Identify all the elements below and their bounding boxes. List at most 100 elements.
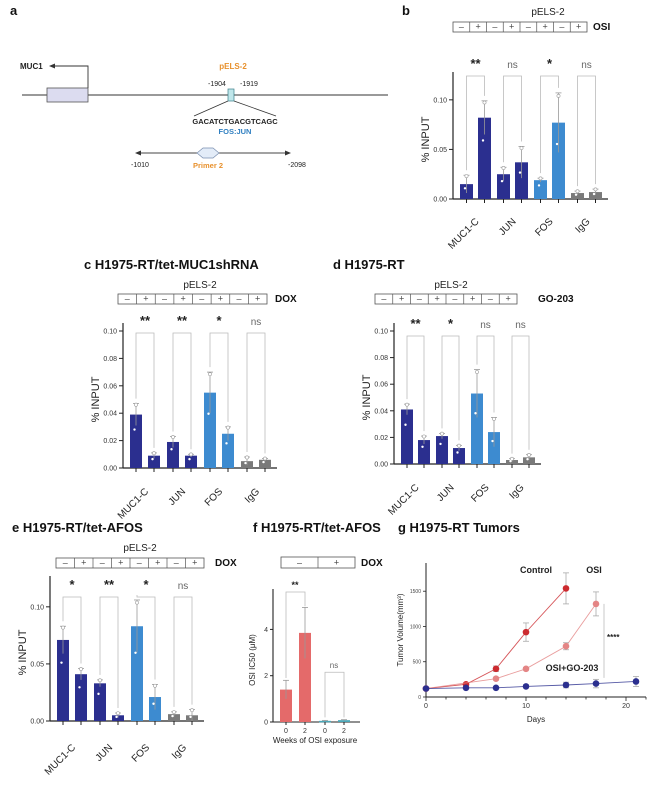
panel-c-bar bbox=[259, 459, 271, 468]
panel-c-y-tick-label: 0.00 bbox=[103, 466, 117, 473]
panel-f-sig-label: ** bbox=[291, 580, 299, 590]
panel-e-data-point bbox=[190, 708, 194, 713]
panel-e-category-label: JUN bbox=[94, 742, 116, 764]
panel-e-sig-bracket bbox=[136, 594, 156, 680]
panel-c-bar bbox=[167, 441, 179, 468]
zoom-line-right bbox=[233, 100, 277, 117]
panel-f-sig-bracket bbox=[285, 591, 306, 679]
panel-d-sig-bracket bbox=[511, 335, 530, 454]
panel-b-category-label: IgG bbox=[573, 216, 592, 235]
panel-b-data-point bbox=[593, 187, 598, 192]
panel-e-treatment-state: – bbox=[100, 558, 105, 568]
panel-b-data-point bbox=[501, 166, 506, 170]
panel-d-data-point bbox=[475, 370, 479, 374]
panel-c-treatment-state: – bbox=[125, 294, 130, 304]
panel-c-data-point bbox=[189, 452, 193, 457]
panel-f-bar bbox=[319, 720, 331, 723]
panel-e-sig-label: ** bbox=[104, 577, 115, 592]
panel-e-category-label: IgG bbox=[170, 742, 189, 761]
primer-arrow-right-icon bbox=[285, 150, 291, 156]
panel-d-data-point bbox=[456, 451, 459, 454]
panel-d-category-label: FOS bbox=[469, 482, 492, 505]
panel-d-bar bbox=[436, 436, 448, 464]
panel-b-data-point bbox=[555, 142, 559, 146]
panel-g-data-point bbox=[562, 642, 570, 650]
panel-f-y-tick-label: 2 bbox=[264, 673, 268, 680]
panel-b-y-tick-label: 0.10 bbox=[433, 97, 447, 104]
panel-g-data-point bbox=[492, 675, 500, 682]
panel-g-x-tick-label: 20 bbox=[622, 703, 630, 710]
panel-d-sig-bracket bbox=[441, 335, 460, 441]
panel-e-bar bbox=[168, 714, 180, 721]
panel-e-sig-bracket bbox=[173, 596, 193, 707]
motif-sequence: GACATCTGACGTCAGC bbox=[192, 117, 278, 126]
panel-b-letter: b bbox=[402, 3, 410, 18]
panel-b-bar bbox=[589, 192, 602, 199]
panel-e-treatment-label: DOX bbox=[215, 558, 237, 569]
panel-b-data-point bbox=[518, 171, 522, 174]
panel-e-sig-bracket bbox=[99, 596, 119, 709]
panel-g-data-point bbox=[462, 684, 470, 692]
panel-c-data-point bbox=[188, 457, 191, 461]
panel-f-chart: f H1975-RT/tet-AFOS – + DOX 0 2 4 OSI IC50 (μM)… bbox=[248, 520, 383, 745]
panel-e-data-point bbox=[115, 715, 118, 719]
panel-g-data-point bbox=[592, 600, 600, 608]
panel-g-series-line bbox=[425, 603, 597, 689]
panel-c-bar bbox=[148, 455, 160, 468]
panel-e-title: e H1975-RT/tet-AFOS bbox=[12, 520, 143, 535]
panel-g-y-label: Tumor Volume(mm³) bbox=[396, 593, 405, 666]
panel-b-bar bbox=[552, 122, 565, 199]
panel-d-category-label: JUN bbox=[435, 482, 457, 504]
panel-d-y-tick-label: 0.00 bbox=[374, 462, 388, 469]
panel-d-y-tick-label: 0.10 bbox=[374, 329, 388, 336]
panel-d-sig-bracket bbox=[406, 335, 425, 432]
panel-b-bar bbox=[478, 117, 491, 199]
panel-d-treatment-state: + bbox=[434, 294, 439, 304]
panel-d-title: d H1975-RT bbox=[333, 257, 405, 272]
panel-g-data-point bbox=[492, 684, 500, 692]
panel-c-data-point bbox=[244, 461, 247, 465]
panel-e-data-point bbox=[79, 667, 83, 671]
panel-d-y-label: % INPUT bbox=[361, 374, 373, 420]
panel-d-data-point bbox=[422, 434, 426, 439]
panel-b-y-tick-label: 0.05 bbox=[433, 147, 447, 154]
panel-f-bar bbox=[338, 720, 350, 722]
panel-g-legend-osi-go203: OSI+GO-203 bbox=[546, 663, 599, 673]
panel-d-bar bbox=[418, 440, 430, 464]
panel-b-data-point bbox=[574, 193, 578, 196]
panel-b-category-label: FOS bbox=[533, 216, 556, 239]
panel-e-treatment-state: + bbox=[81, 558, 86, 568]
panel-c-treatment-state: – bbox=[199, 294, 204, 304]
panel-d-treatment-state: – bbox=[452, 294, 457, 304]
panel-d-data-point bbox=[440, 431, 444, 436]
panel-g-data-point bbox=[522, 665, 530, 673]
panel-c-sig-bracket bbox=[172, 332, 192, 450]
panel-c-treatment-state: + bbox=[181, 294, 186, 304]
panel-g-legend-control: Control bbox=[520, 565, 552, 575]
panel-g-data-point bbox=[522, 683, 530, 690]
panel-d-sig-label: ns bbox=[480, 320, 491, 331]
panel-e-data-point bbox=[152, 702, 155, 705]
panel-d-bar bbox=[471, 393, 483, 464]
panel-f-sig-label: ns bbox=[330, 661, 338, 670]
panel-b-treatment-label: OSI bbox=[593, 22, 610, 33]
panel-c-bar bbox=[185, 455, 197, 468]
panel-g-data-point bbox=[562, 585, 570, 592]
panel-e-y-tick-label: 0.10 bbox=[30, 604, 44, 611]
panel-b-data-point bbox=[463, 187, 467, 190]
panel-f-x-tick-label: 0 bbox=[323, 728, 327, 735]
panel-g-y-tick-label: 1500 bbox=[410, 589, 421, 595]
panel-e-treatment-state: – bbox=[63, 558, 68, 568]
panel-b-sig-label: ns bbox=[581, 60, 592, 71]
panel-e-data-point bbox=[78, 686, 81, 689]
panel-c-data-point bbox=[208, 372, 212, 377]
panel-e-bar bbox=[75, 674, 87, 721]
panel-b-sig-bracket bbox=[503, 75, 522, 163]
panel-b-y-label: % INPUT bbox=[420, 116, 432, 162]
panel-d-y-tick-label: 0.02 bbox=[374, 435, 388, 442]
panel-d-sig-bracket bbox=[476, 335, 495, 413]
panel-b-sig-bracket bbox=[577, 75, 596, 187]
panel-c-data-point bbox=[263, 456, 267, 461]
panel-c-treatment-label: DOX bbox=[275, 294, 297, 305]
